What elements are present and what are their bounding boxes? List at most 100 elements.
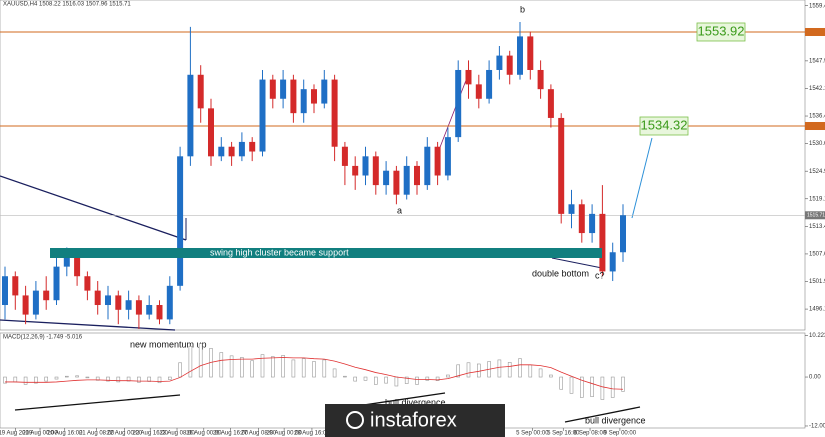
candle-body (269, 79, 276, 99)
macd-bar (404, 376, 409, 384)
watermark-logo (346, 411, 364, 429)
x-tick-label: 28 Aug 00:00 (266, 431, 302, 437)
macd-bar (250, 360, 254, 378)
candle-body (434, 146, 441, 176)
x-tick-label: 26 Aug 16:00 (213, 431, 249, 437)
macd-bar (126, 376, 131, 382)
candle-body (63, 257, 70, 267)
macd-bar (332, 368, 337, 378)
watermark-box (325, 404, 505, 437)
candle-body (146, 305, 153, 315)
annotation: b (520, 4, 525, 14)
macd-bar (260, 354, 265, 378)
trendline (0, 175, 187, 241)
price-tag-label: 1515.71 (807, 213, 825, 219)
candle-body (32, 290, 39, 315)
macd-bar (590, 376, 594, 397)
x-tick-label: 26 Aug 00:00 (186, 431, 222, 437)
macd-bar (507, 362, 512, 378)
macd-bar (188, 346, 193, 378)
macd-bar (600, 376, 605, 400)
support-zone (50, 248, 602, 258)
macd-bar (610, 376, 615, 398)
candle-body (424, 146, 431, 186)
macd-bar (301, 358, 306, 378)
candle-body (486, 69, 493, 99)
candle-body (280, 79, 287, 99)
macd-bar (343, 375, 347, 378)
candle-body (218, 146, 225, 157)
y2-tick-label: 10.2234 (809, 333, 825, 339)
candle-body (53, 266, 60, 301)
macd-bar (291, 359, 296, 378)
x-tick-label: 5 Sep 16:00 (547, 431, 580, 437)
macd-bar (435, 376, 440, 382)
candle-body (506, 55, 513, 75)
candle-body (94, 290, 101, 306)
annotation: swing high cluster became support (210, 247, 349, 257)
candle-body (259, 79, 266, 152)
level-box (639, 116, 689, 136)
divergence-line (564, 406, 641, 423)
candle-body (290, 79, 297, 114)
macd-bar (322, 359, 327, 378)
macd-bar (198, 343, 203, 378)
candle-body (187, 74, 194, 157)
y-tick-label: 1513.40 (809, 224, 825, 230)
y-tick-label: 1542.15 (809, 86, 825, 92)
candle-body (589, 213, 596, 234)
macd-bar (446, 374, 450, 378)
macd-bar (518, 358, 522, 378)
candle-body (403, 165, 410, 195)
y-tick-label: 1559.40 (809, 3, 825, 9)
candle-body (238, 141, 245, 157)
macd-bar (281, 355, 285, 378)
candle-body (197, 74, 204, 109)
candle-body (362, 156, 369, 176)
macd-bar (559, 376, 564, 390)
macd-bar (137, 376, 141, 383)
candle-body (568, 204, 575, 214)
macd-bar (373, 376, 378, 385)
candle-body (208, 108, 214, 157)
level-tag (805, 122, 825, 131)
annotation: bull divergence (385, 397, 446, 407)
candle-body (156, 305, 163, 320)
candle-body (331, 79, 338, 147)
candle-body (125, 300, 132, 310)
trendline (551, 257, 603, 269)
trendline (0, 319, 176, 331)
candle-body (537, 69, 544, 90)
candle-body (393, 170, 400, 195)
candle-body (609, 252, 616, 272)
candle-body (321, 79, 328, 104)
macd-bar (270, 356, 275, 378)
candle-body (228, 146, 235, 157)
candle-body (311, 89, 317, 104)
y-tick-label: 1496.15 (809, 307, 825, 313)
annotation: double bottom (532, 268, 589, 278)
candle-body (300, 89, 307, 114)
x-tick-label: 20 Aug 00:00 (22, 431, 58, 437)
candle-body (135, 300, 142, 315)
macd-bar (312, 361, 316, 378)
candle-body (517, 36, 523, 75)
level-label: 1534.32 (641, 117, 688, 132)
price-tag (805, 211, 825, 220)
candle-body (465, 69, 472, 85)
x-tick-label: 5 Sep 00:00 (516, 431, 549, 437)
x-tick-label: 23 Aug 08:00 (159, 431, 195, 437)
macd-bar (497, 359, 502, 378)
macd-bar (54, 376, 59, 380)
chart-title: XAUUSD,H4 1508.22 1516.03 1507.96 1515.7… (3, 2, 131, 8)
macd-signal (5, 357, 624, 390)
candle-body (383, 170, 390, 186)
annotation: new momentum up (130, 339, 207, 349)
macd-bar (569, 376, 574, 394)
macd-bar (363, 376, 368, 381)
y-tick-label: 1519.15 (809, 196, 825, 202)
candle-body (558, 117, 565, 214)
x-tick-label: 9 Sep 00:00 (604, 431, 637, 437)
macd-bar (75, 375, 79, 378)
macd-bar (415, 376, 419, 385)
